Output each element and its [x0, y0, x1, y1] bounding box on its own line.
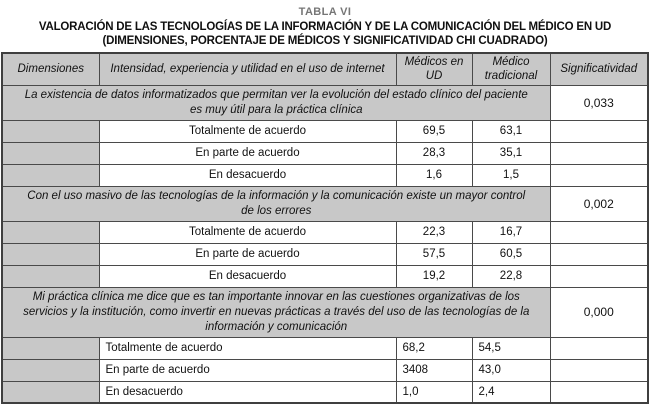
table-row: En desacuerdo 19,2 22,8	[1, 264, 649, 288]
dimension-spacer-cell	[1, 358, 100, 382]
row-label: Totalmente de acuerdo	[98, 220, 397, 244]
value-medico-tradicional: 16,7	[471, 220, 551, 244]
empty-significance-cell	[549, 336, 649, 360]
section-3-statement-row: Mi práctica clínica me dice que es tan i…	[1, 286, 649, 338]
empty-significance-cell	[549, 358, 649, 382]
title-block: TABLA VI VALORACIÓN DE LAS TECNOLOGÍAS D…	[0, 0, 650, 48]
table-row: Totalmente de acuerdo 22,3 16,7	[1, 220, 649, 244]
dimension-spacer-cell	[1, 380, 100, 404]
col-header-dimensiones: Dimensiones	[1, 52, 100, 86]
value-medico-tradicional: 2,4	[471, 380, 551, 404]
col-header-intensidad: Intensidad, experiencia y utilidad en el…	[98, 52, 397, 86]
value-medico-tradicional: 43,0	[471, 358, 551, 382]
col-header-medico-tradicional: Médico tradicional	[471, 52, 551, 86]
table-row: Totalmente de acuerdo 68,2 54,5	[1, 336, 649, 360]
section-3-statement: Mi práctica clínica me dice que es tan i…	[1, 286, 551, 338]
empty-significance-cell	[549, 380, 649, 404]
value-medicos-ud: 68,2	[395, 336, 473, 360]
row-label: En desacuerdo	[98, 163, 397, 187]
row-label: Totalmente de acuerdo	[98, 336, 397, 360]
row-label: En parte de acuerdo	[98, 242, 397, 266]
valoracion-tic-table: Dimensiones Intensidad, experiencia y ut…	[1, 52, 649, 404]
section-2-significance: 0,002	[549, 185, 649, 222]
section-3-significance: 0,000	[549, 286, 649, 338]
section-1-significance: 0,033	[549, 84, 649, 121]
value-medico-tradicional: 54,5	[471, 336, 551, 360]
value-medicos-ud: 1,0	[395, 380, 473, 404]
table-row: En parte de acuerdo 57,5 60,5	[1, 242, 649, 266]
table-row: Totalmente de acuerdo 69,5 63,1	[1, 119, 649, 143]
section-1-statement: La existencia de datos informatizados qu…	[1, 84, 551, 121]
value-medicos-ud: 3408	[395, 358, 473, 382]
value-medico-tradicional: 1,5	[471, 163, 551, 187]
section-2-statement-row: Con el uso masivo de las tecnologías de …	[1, 185, 649, 222]
empty-significance-cell	[549, 163, 649, 187]
table-row: En desacuerdo 1,0 2,4	[1, 380, 649, 404]
table-header-row: Dimensiones Intensidad, experiencia y ut…	[1, 52, 649, 86]
dimension-spacer-cell	[1, 264, 100, 288]
value-medico-tradicional: 60,5	[471, 242, 551, 266]
empty-significance-cell	[549, 264, 649, 288]
value-medicos-ud: 22,3	[395, 220, 473, 244]
row-label: En parte de acuerdo	[98, 141, 397, 165]
value-medico-tradicional: 63,1	[471, 119, 551, 143]
table-row: En desacuerdo 1,6 1,5	[1, 163, 649, 187]
table-row: En parte de acuerdo 3408 43,0	[1, 358, 649, 382]
section-2-statement: Con el uso masivo de las tecnologías de …	[1, 185, 551, 222]
table-number-label: TABLA VI	[298, 6, 352, 18]
value-medico-tradicional: 35,1	[471, 141, 551, 165]
row-label: Totalmente de acuerdo	[98, 119, 397, 143]
empty-significance-cell	[549, 242, 649, 266]
value-medicos-ud: 1,6	[395, 163, 473, 187]
value-medicos-ud: 69,5	[395, 119, 473, 143]
value-medico-tradicional: 22,8	[471, 264, 551, 288]
dimension-spacer-cell	[1, 220, 100, 244]
empty-significance-cell	[549, 220, 649, 244]
row-label: En desacuerdo	[98, 380, 397, 404]
col-header-medicos-ud: Médicos en UD	[395, 52, 473, 86]
dimension-spacer-cell	[1, 163, 100, 187]
table-row: En parte de acuerdo 28,3 35,1	[1, 141, 649, 165]
table-title-line-2: (DIMENSIONES, PORCENTAJE DE MÉDICOS Y SI…	[102, 35, 548, 47]
row-label: En parte de acuerdo	[98, 358, 397, 382]
dimension-spacer-cell	[1, 242, 100, 266]
col-header-significatividad: Significatividad	[549, 52, 649, 86]
dimension-spacer-cell	[1, 141, 100, 165]
empty-significance-cell	[549, 119, 649, 143]
row-label: En desacuerdo	[98, 264, 397, 288]
section-1-statement-row: La existencia de datos informatizados qu…	[1, 84, 649, 121]
value-medicos-ud: 28,3	[395, 141, 473, 165]
empty-significance-cell	[549, 141, 649, 165]
dimension-spacer-cell	[1, 336, 100, 360]
dimension-spacer-cell	[1, 119, 100, 143]
table-title-line-1: VALORACIÓN DE LAS TECNOLOGÍAS DE LA INFO…	[38, 21, 612, 33]
value-medicos-ud: 19,2	[395, 264, 473, 288]
value-medicos-ud: 57,5	[395, 242, 473, 266]
